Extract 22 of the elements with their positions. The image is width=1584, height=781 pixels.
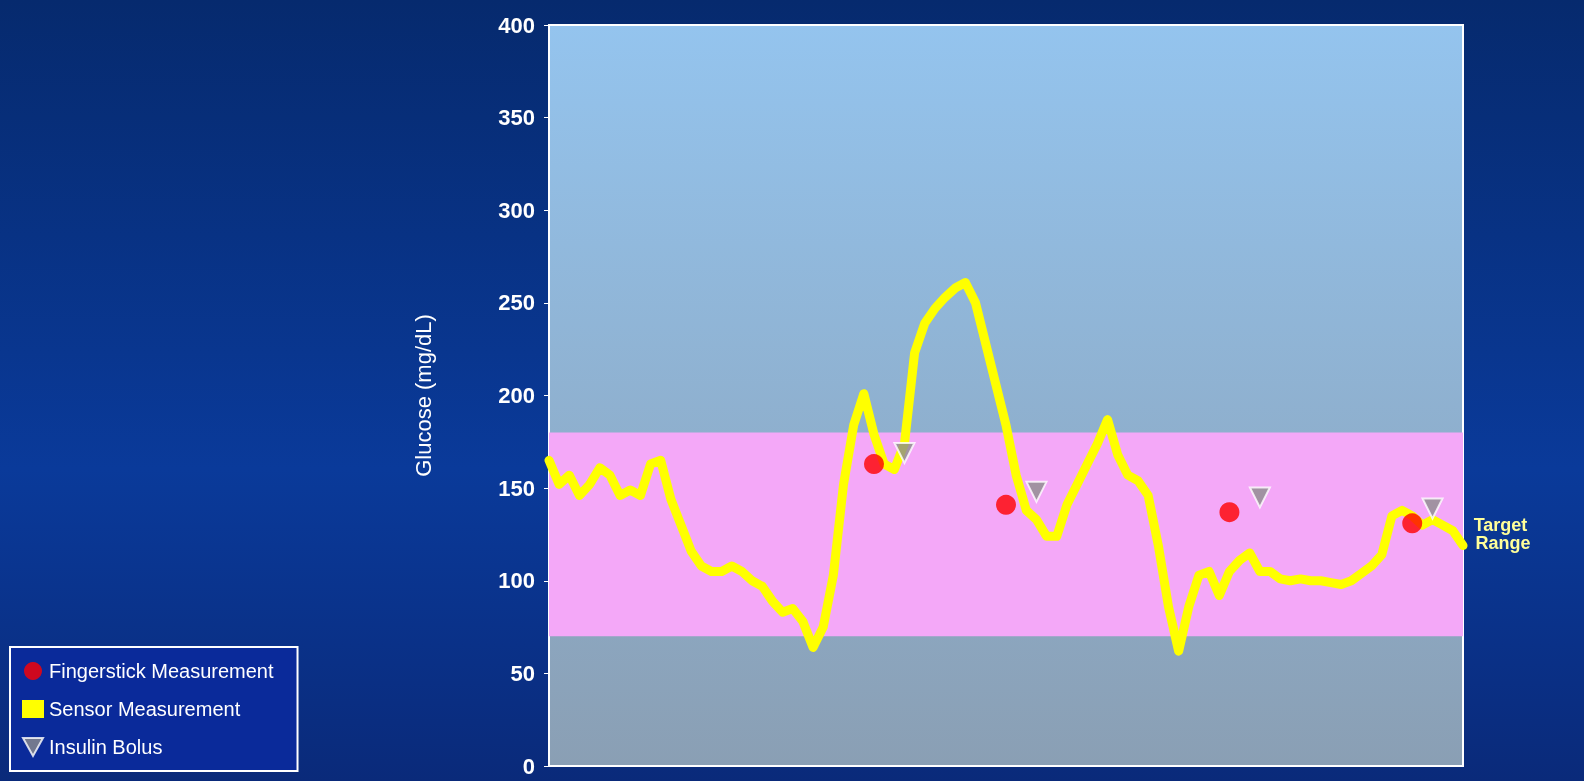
legend-label: Fingerstick Measurement — [49, 660, 274, 682]
y-tick-label: 250 — [498, 290, 535, 316]
y-tick-label: 150 — [498, 475, 535, 501]
y-tick-label: 0 — [522, 753, 535, 779]
legend-label: Sensor Measurement — [49, 698, 241, 720]
band-label: Target Range — [1473, 515, 1533, 554]
point — [1248, 486, 1271, 509]
y-tick-label: 300 — [498, 197, 535, 223]
point — [1219, 502, 1240, 523]
y-tick-label: 100 — [498, 568, 535, 594]
y-tick-label: 350 — [498, 105, 535, 131]
y-tick-label: 400 — [498, 12, 535, 38]
point — [864, 454, 884, 475]
y-tick-label: 50 — [510, 660, 535, 686]
y-axis-title: Glucose (mg/dL) — [410, 314, 436, 477]
point — [1421, 497, 1444, 520]
y-tick-label: 200 — [498, 383, 535, 408]
point — [1402, 513, 1423, 534]
point — [1025, 480, 1048, 503]
legend-label: Insulin Bolus — [49, 736, 163, 758]
point — [893, 441, 916, 464]
point — [996, 494, 1016, 515]
